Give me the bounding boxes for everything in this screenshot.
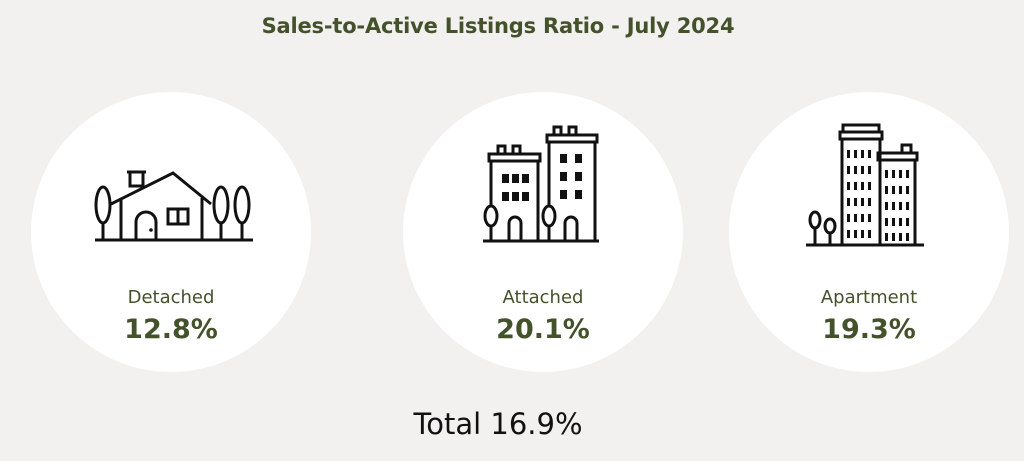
detached-value: 12.8% [124, 314, 218, 345]
attached-card: Attached 20.1% [403, 92, 683, 372]
attached-value: 20.1% [496, 314, 590, 345]
total-value: 16.9% [490, 407, 583, 441]
apartment-label: Apartment [820, 287, 918, 308]
attached-label: Attached [502, 287, 584, 308]
house-icon [94, 170, 253, 242]
townhouse-icon [483, 125, 599, 243]
apartment-building-icon [806, 123, 924, 247]
detached-card: Detached 12.8% [31, 92, 311, 372]
total-label: Total [413, 407, 482, 441]
page-title: Sales-to-Active Listings Ratio - July 20… [261, 14, 735, 38]
apartment-value: 19.3% [822, 314, 916, 345]
detached-label: Detached [127, 287, 215, 308]
apartment-card: Apartment 19.3% [729, 92, 1009, 372]
total-ratio: Total 16.9% [0, 407, 996, 441]
